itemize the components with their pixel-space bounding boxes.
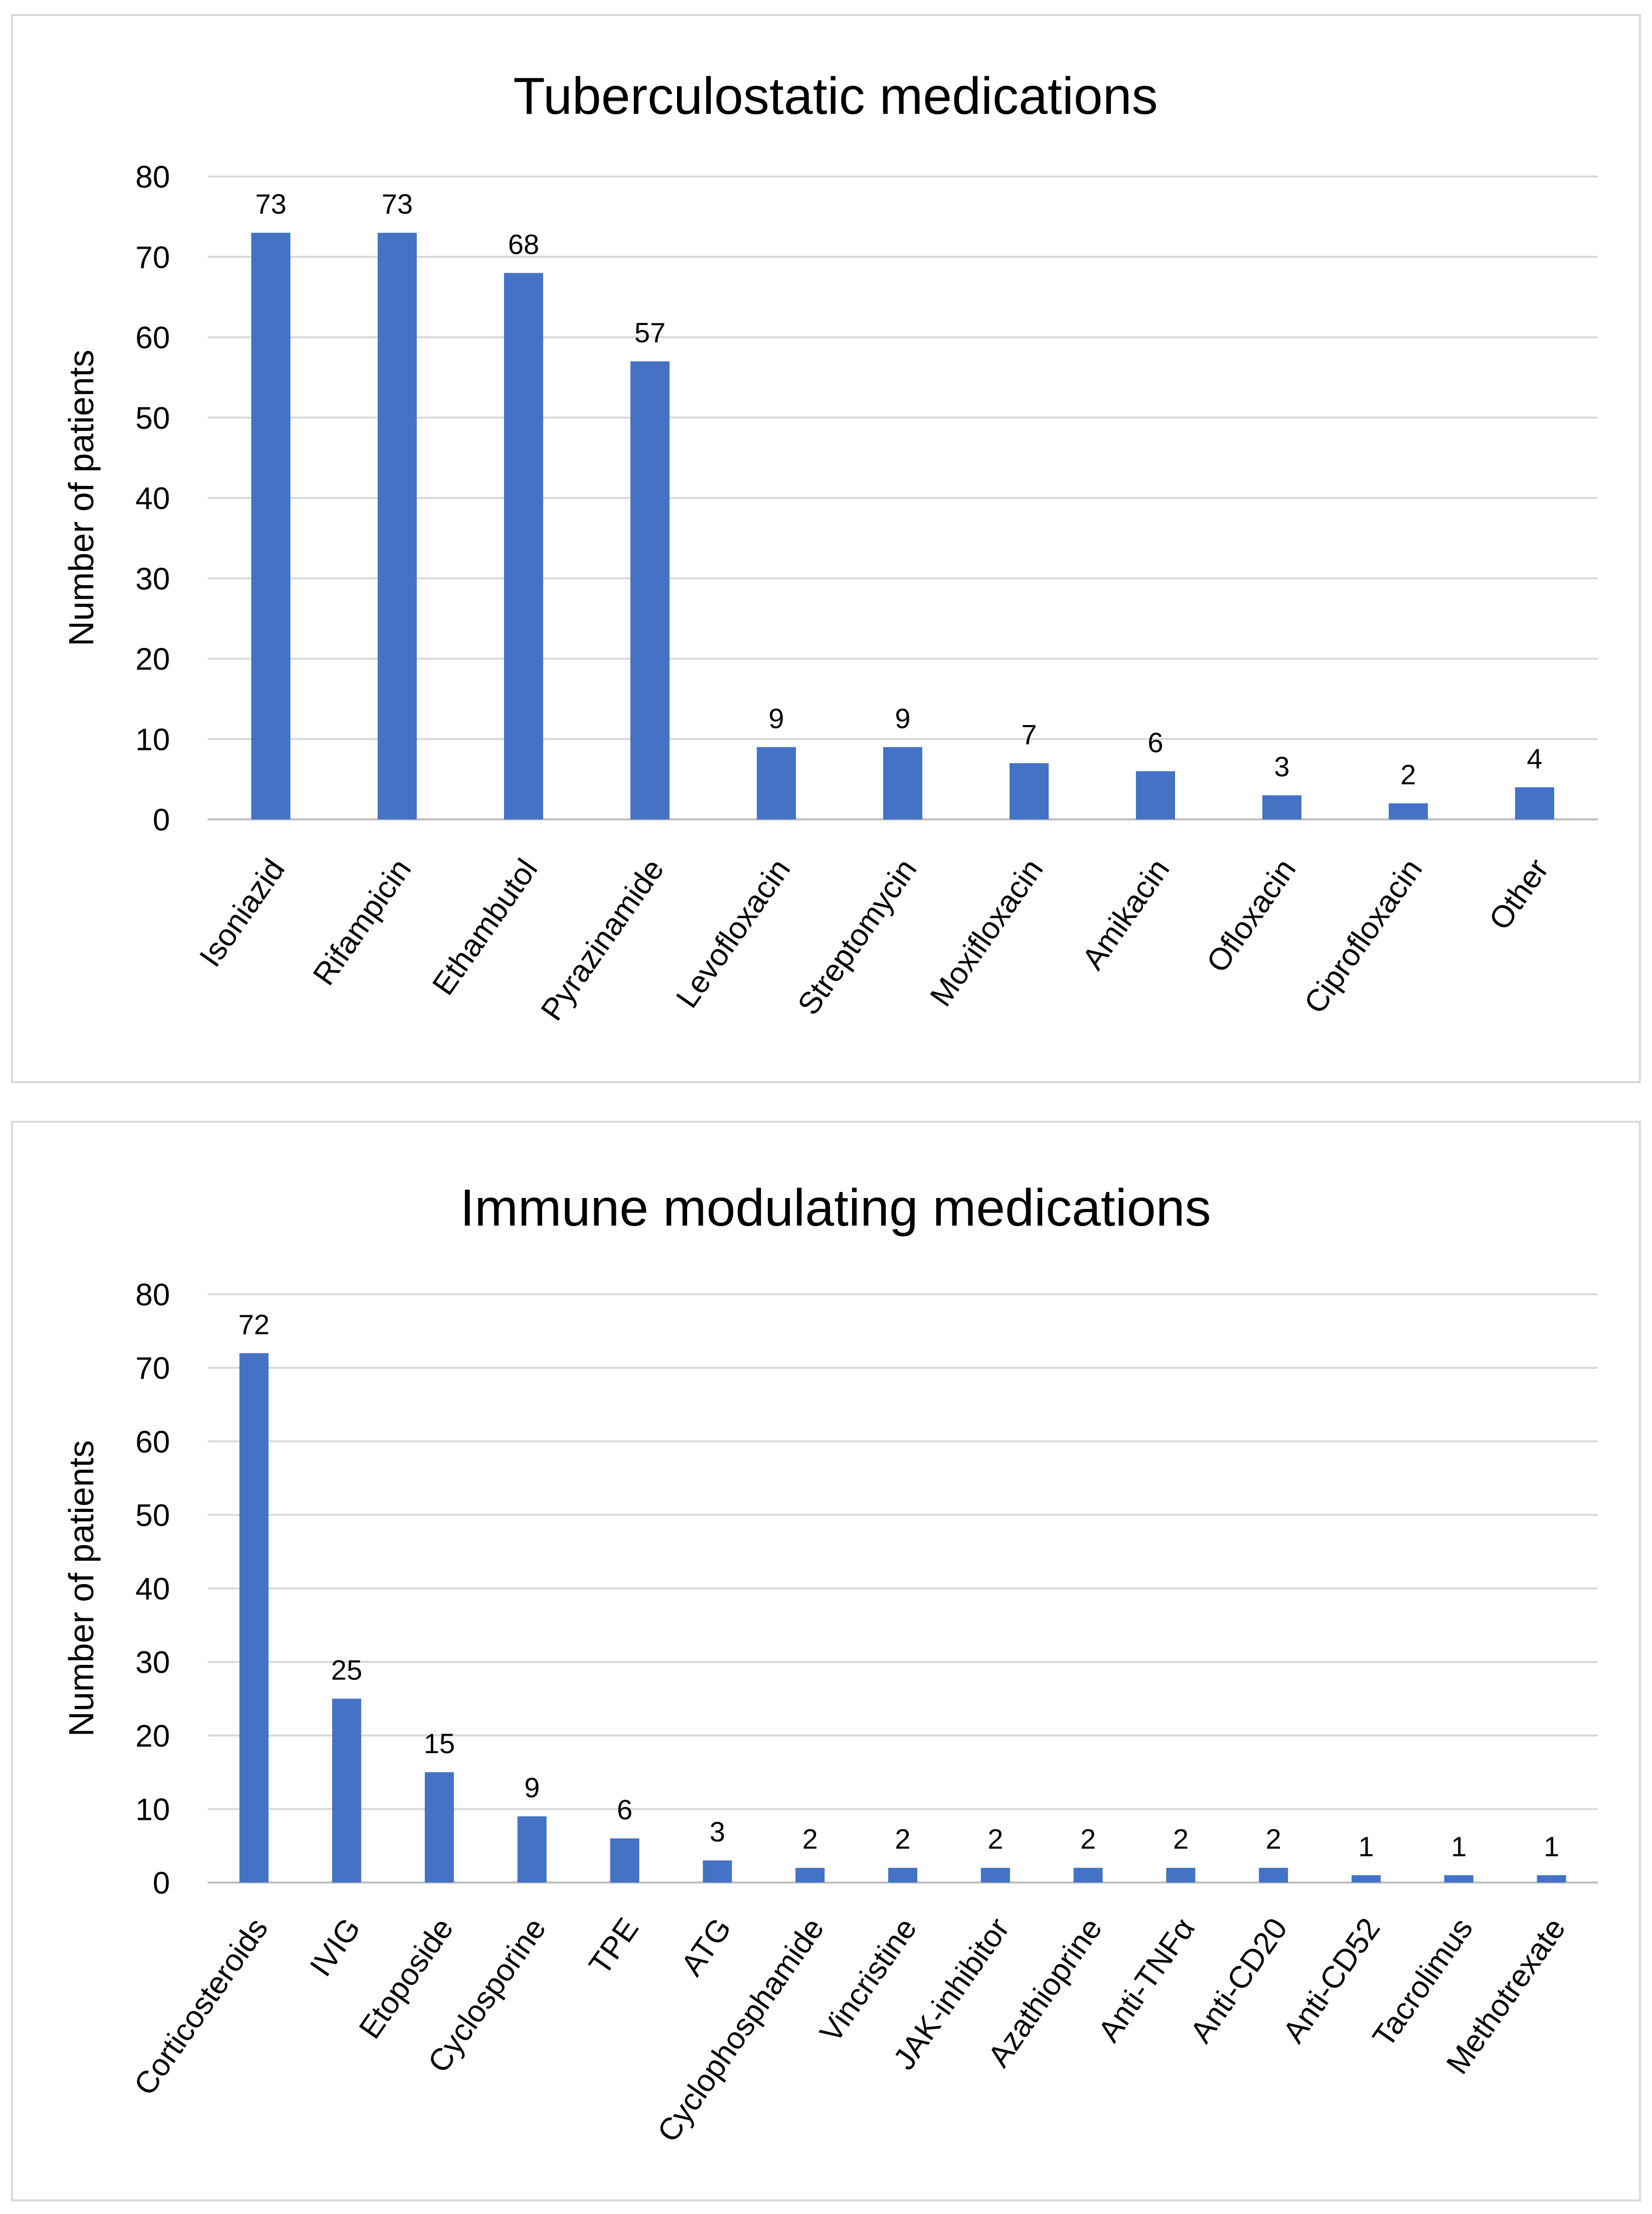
data-label: 9	[895, 703, 910, 734]
bar	[425, 1772, 454, 1883]
category-label: Amikacin	[1076, 853, 1177, 976]
bar	[1259, 1867, 1288, 1883]
bar	[1010, 763, 1049, 819]
y-tick-label: 30	[135, 1645, 170, 1680]
bar	[1166, 1867, 1196, 1883]
category-label: Streptomycin	[791, 853, 923, 1021]
data-label: 2	[987, 1823, 1003, 1855]
bar	[1073, 1867, 1103, 1883]
bar	[795, 1867, 825, 1883]
bar	[888, 1867, 917, 1883]
bar	[517, 1816, 547, 1883]
bar	[504, 273, 543, 819]
y-tick-label: 70	[135, 240, 170, 275]
category-label: Other	[1482, 853, 1555, 936]
category-label: ATG	[675, 1912, 738, 1982]
category-label: Ethambutol	[426, 853, 544, 1001]
y-tick-label: 80	[135, 1278, 170, 1312]
y-tick-label: 80	[135, 160, 170, 195]
data-label: 2	[895, 1823, 910, 1855]
data-label: 2	[1080, 1823, 1096, 1855]
data-label: 9	[524, 1772, 540, 1803]
bar	[1389, 803, 1428, 819]
y-tick-label: 70	[135, 1351, 170, 1386]
bar	[757, 747, 796, 819]
category-label: Corticosteroids	[127, 1912, 275, 2101]
bar	[239, 1353, 269, 1883]
category-label: Ciprofloxacin	[1297, 853, 1429, 1019]
y-tick-label: 60	[135, 1425, 170, 1459]
data-label: 2	[1266, 1823, 1281, 1855]
category-label: Ofloxacin	[1200, 853, 1303, 978]
y-tick-label: 50	[135, 1498, 170, 1533]
data-label: 2	[1173, 1823, 1189, 1855]
data-label: 72	[238, 1308, 269, 1340]
data-label: 68	[508, 228, 539, 260]
bar	[1515, 787, 1554, 819]
bar	[1262, 795, 1301, 819]
bar	[1352, 1875, 1381, 1883]
bar	[883, 747, 922, 819]
data-label: 1	[1544, 1830, 1559, 1862]
y-tick-label: 40	[135, 1572, 170, 1607]
data-label: 6	[617, 1794, 632, 1825]
y-tick-label: 30	[135, 562, 170, 596]
y-tick-label: 20	[135, 1719, 170, 1754]
y-tick-label: 40	[135, 481, 170, 516]
y-tick-label: 20	[135, 642, 170, 677]
data-label: 73	[382, 188, 413, 220]
data-label: 9	[768, 703, 784, 734]
data-label: 57	[634, 317, 666, 349]
bar	[630, 361, 670, 819]
bar-chart-immune-modulating: Immune modulating medications Number of p…	[62, 1179, 1598, 2148]
category-label: TPE	[582, 1912, 645, 1981]
category-label: Rifampicin	[306, 853, 418, 991]
y-tick-label: 10	[135, 1792, 170, 1827]
bar	[1444, 1875, 1473, 1883]
data-label: 1	[1358, 1830, 1374, 1862]
y-tick-label: 10	[135, 723, 170, 757]
category-label: Cyclophosphamide	[651, 1912, 831, 2148]
data-label: 25	[331, 1654, 362, 1685]
category-label: Etoposide	[353, 1912, 460, 2045]
data-label: 7	[1021, 719, 1037, 750]
data-label: 3	[710, 1816, 725, 1847]
bar	[1136, 771, 1175, 819]
category-label: Pyrazinamide	[535, 853, 671, 1027]
data-label: 3	[1274, 751, 1289, 782]
y-tick-label: 0	[153, 1866, 170, 1901]
bar	[332, 1698, 362, 1883]
chart-title: Immune modulating medications	[460, 1179, 1211, 1237]
data-label: 73	[255, 188, 286, 220]
y-tick-label: 60	[135, 321, 170, 356]
bar	[378, 233, 417, 819]
y-axis-label: Number of patients	[62, 1440, 101, 1737]
data-label: 6	[1147, 727, 1163, 758]
data-label: 15	[424, 1728, 455, 1759]
bar	[980, 1867, 1010, 1883]
data-label: 1	[1451, 1830, 1466, 1862]
chart-panel-tuberculostatic: Tuberculostatic medications Number of pat…	[11, 14, 1641, 1083]
y-tick-label: 50	[135, 401, 170, 436]
chart-panel-immune-modulating: Immune modulating medications Number of p…	[11, 1121, 1641, 2201]
bar	[703, 1860, 732, 1883]
category-label: IVIG	[303, 1912, 368, 1982]
category-label: Moxifloxacin	[923, 853, 1050, 1012]
y-axis-label: Number of patients	[62, 350, 101, 646]
chart-title: Tuberculostatic medications	[513, 67, 1158, 125]
category-label: Levofloxacin	[670, 853, 797, 1014]
bar	[251, 233, 290, 819]
data-label: 4	[1527, 743, 1542, 774]
bar-chart-tuberculostatic: Tuberculostatic medications Number of pat…	[62, 67, 1598, 1027]
category-label: Isoniazid	[193, 853, 292, 973]
y-tick-label: 0	[153, 803, 170, 837]
bar	[1537, 1875, 1566, 1883]
bar	[610, 1838, 639, 1883]
data-label: 2	[802, 1823, 818, 1855]
data-label: 2	[1400, 759, 1416, 790]
